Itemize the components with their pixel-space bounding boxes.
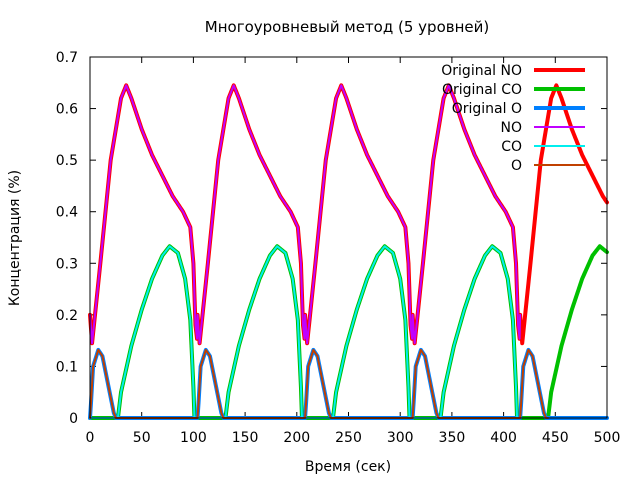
y-tick-label: 0.6	[56, 102, 78, 118]
x-tick-label: 250	[335, 430, 362, 446]
y-tick-label: 0.1	[56, 359, 78, 375]
x-tick-label: 450	[542, 430, 569, 446]
plot-frame	[89, 56, 608, 419]
plot-series	[88, 83, 609, 420]
x-tick-label: 200	[283, 430, 310, 446]
y-axis-label: Концентрация (%)	[7, 170, 23, 306]
x-tick-label: 500	[594, 430, 621, 446]
y-tick-label: 0.5	[56, 153, 78, 169]
legend-label: Original CO	[442, 82, 522, 98]
series-line-original-o	[88, 347, 609, 420]
x-axis-label: Время (сек)	[305, 459, 391, 475]
y-tick-label: 0	[69, 411, 78, 427]
legend: Original NO Original CO Original O NO CO O	[441, 63, 585, 174]
x-tick-label: 400	[490, 430, 517, 446]
series-line-original-no	[88, 83, 609, 346]
x-tick-label: 50	[133, 430, 151, 446]
x-tick-label: 300	[387, 430, 414, 446]
y-tick-label: 0.2	[56, 308, 78, 324]
series-line-no	[89, 84, 522, 345]
y-tick-label: 0.7	[56, 50, 78, 66]
x-tick-label: 150	[232, 430, 259, 446]
legend-label: CO	[501, 139, 522, 155]
y-tick-label: 0.3	[56, 256, 78, 272]
x-tick-label: 0	[86, 430, 95, 446]
axis-ticks: 0 50 100 150 200 250 300 350 400 450 500 0 0.1 0.2 0.3…	[56, 50, 621, 446]
x-tick-label: 100	[180, 430, 207, 446]
legend-label: Original NO	[441, 63, 522, 79]
x-tick-label: 350	[439, 430, 466, 446]
legend-label: NO	[501, 120, 523, 136]
legend-label: Original O	[452, 101, 522, 117]
y-tick-label: 0.4	[56, 205, 78, 221]
series-line-o	[89, 348, 550, 419]
chart-title: Многоуровневый метод (5 уровней)	[205, 18, 489, 36]
legend-label: O	[511, 158, 522, 174]
